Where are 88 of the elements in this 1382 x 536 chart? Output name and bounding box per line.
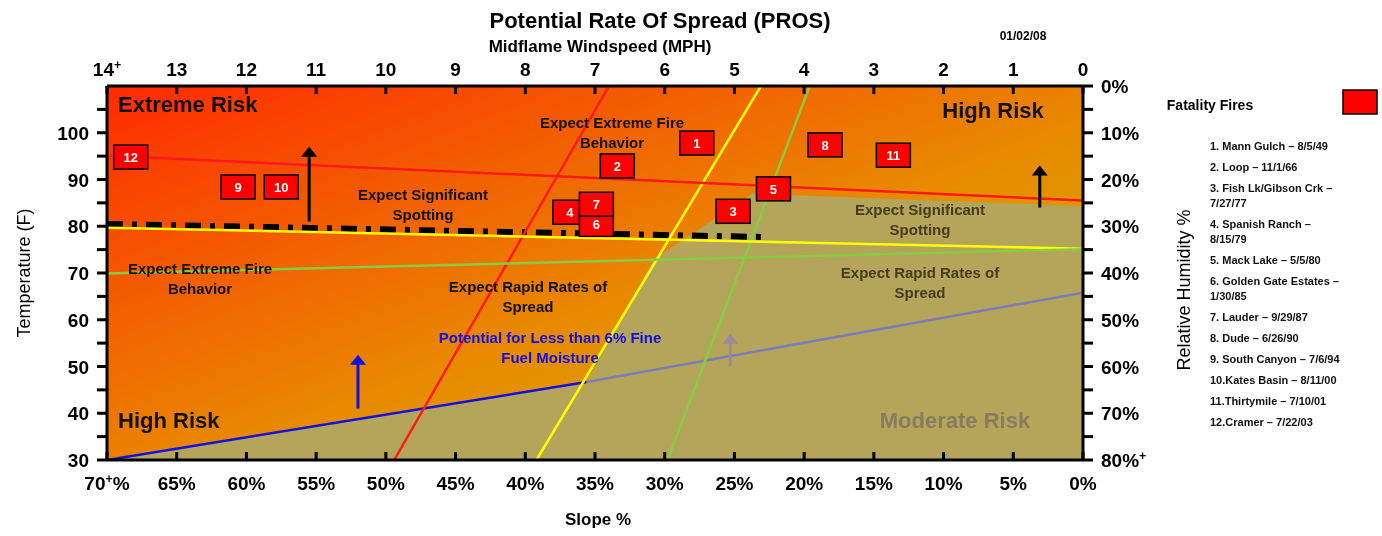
- text: 3. Fish Lk/Gibson Crk – 7/27/77: [1210, 182, 1333, 209]
- annotation: 7: [592, 197, 601, 213]
- annotation: 6: [592, 217, 601, 233]
- y2-tick-label: 0%: [1101, 76, 1129, 97]
- annotation: High Risk: [118, 408, 221, 433]
- y-tick-label: 70: [67, 263, 89, 284]
- point: [679, 130, 715, 156]
- point: [220, 174, 256, 200]
- y-tick-label: 80: [67, 216, 89, 238]
- x-tick-label: 15%: [854, 473, 893, 494]
- annotation: Extreme Risk: [118, 92, 259, 117]
- point: [807, 132, 843, 158]
- x-tick-label: 5%: [999, 473, 1028, 494]
- text: 8. Dude – 6/26/90: [1210, 332, 1299, 344]
- x-tick-label: 25%: [715, 473, 754, 494]
- x2-tick-label: 2: [938, 59, 949, 80]
- x2-tick-label: 5: [729, 59, 741, 80]
- annotation: Expect Extreme Fire Behavior: [127, 260, 273, 297]
- annotation: Potential for Less than 6% Fine Fuel Moisture: [438, 329, 662, 366]
- text: 10.Kates Basin – 8/11/00: [1210, 374, 1337, 386]
- text: 2. Loop – 11/1/66: [1210, 161, 1298, 173]
- x2-tick-label: 11: [306, 59, 327, 80]
- x2-tick-label: 0: [1077, 59, 1089, 80]
- annotation: Expect Significant Spotting: [854, 201, 986, 238]
- text: 11.Thirtymile – 7/10/01: [1210, 395, 1327, 407]
- y-tick-label: 60: [67, 309, 89, 331]
- y-tick-label: 40: [67, 403, 89, 425]
- x2-tick-label: 10: [375, 59, 397, 80]
- annotation: Expect Significant Spotting: [357, 186, 489, 223]
- x2-axis-title: Midflame Windspeed (MPH): [488, 37, 712, 56]
- x2-tick-label: 9: [450, 59, 461, 80]
- y2-tick-label: 70%: [1101, 403, 1140, 425]
- annotation: Expect Rapid Rates of Spread: [840, 264, 1001, 301]
- x2-tick-label: 3: [868, 59, 880, 80]
- x2-tick-label: 12: [235, 59, 257, 80]
- x-tick-label: 40%: [506, 473, 545, 494]
- text: Fatality Fires: [1166, 97, 1254, 113]
- x2-tick-label: 6: [659, 59, 670, 80]
- text: 6. Golden Gate Estates – 1/30/85: [1210, 275, 1339, 302]
- x-tick-label: 0%: [1069, 473, 1097, 494]
- x2-tick-label: 7: [589, 59, 601, 80]
- text: 01/02/08: [999, 29, 1047, 43]
- x-tick-label: 10%: [924, 473, 963, 494]
- annotation: 3: [729, 204, 737, 220]
- x-tick-label: 30%: [645, 473, 684, 494]
- chart-title: Potential Rate Of Spread (PROS): [489, 8, 831, 33]
- text: 5. Mack Lake – 5/5/80: [1210, 254, 1321, 266]
- text: 9. South Canyon – 7/6/94: [1210, 353, 1341, 365]
- y2-tick-label: 50%: [1101, 309, 1140, 331]
- x-tick-label: 35%: [575, 473, 615, 494]
- y-tick-label: 90: [67, 169, 89, 191]
- x-tick-label: 50%: [366, 473, 405, 494]
- x-tick-label: 65%: [157, 473, 196, 494]
- x2-tick-label: 14$^{+}$: [92, 58, 122, 80]
- annotation: 1: [693, 136, 701, 152]
- y2-tick-label: 20%: [1101, 169, 1140, 191]
- x2-tick-label: 1: [1008, 59, 1019, 80]
- point: [578, 191, 615, 218]
- text: 7. Lauder – 9/29/87: [1210, 311, 1308, 323]
- x-tick-label: 20%: [785, 473, 824, 494]
- y2-tick-label: 60%: [1101, 356, 1140, 378]
- y2-tick-label: 30%: [1101, 216, 1140, 238]
- x2-tick-label: 8: [520, 59, 531, 80]
- x-tick-label: 55%: [297, 473, 336, 494]
- y-axis-title: Temperature (F): [14, 208, 34, 338]
- annotation: 9: [234, 179, 242, 195]
- annotation: High Risk: [942, 98, 1045, 123]
- text: 4. Spanish Ranch – 8/15/79: [1210, 218, 1311, 245]
- annotation: 8: [821, 137, 829, 153]
- point: [715, 198, 751, 225]
- y2-tick-label: 80%$^{+}$: [1101, 449, 1147, 471]
- annotation: 4: [566, 205, 575, 221]
- x-tick-label: 70$^{+}$%: [84, 472, 130, 494]
- x-axis-title: Slope %: [564, 510, 632, 529]
- annotation: Expect Rapid Rates of Spread: [448, 278, 609, 315]
- text: 12.Cramer – 7/22/03: [1210, 416, 1313, 428]
- x-tick-label: 45%: [436, 473, 475, 494]
- x-tick-label: 60%: [227, 473, 266, 494]
- y2-tick-label: 10%: [1101, 122, 1140, 144]
- y2-tick-label: 40%: [1101, 263, 1140, 284]
- text: 1. Mann Gulch – 8/5/49: [1210, 140, 1328, 152]
- y-tick-label: 50: [67, 356, 89, 378]
- x2-tick-label: 4: [798, 59, 810, 80]
- y-tick-label: 30: [67, 450, 89, 471]
- y2-axis-title: Relative Humidity %: [1174, 209, 1194, 371]
- annotation: Expect Extreme Fire Behavior: [539, 114, 685, 151]
- y-tick-label: 100: [57, 122, 89, 144]
- x2-tick-label: 13: [166, 59, 188, 80]
